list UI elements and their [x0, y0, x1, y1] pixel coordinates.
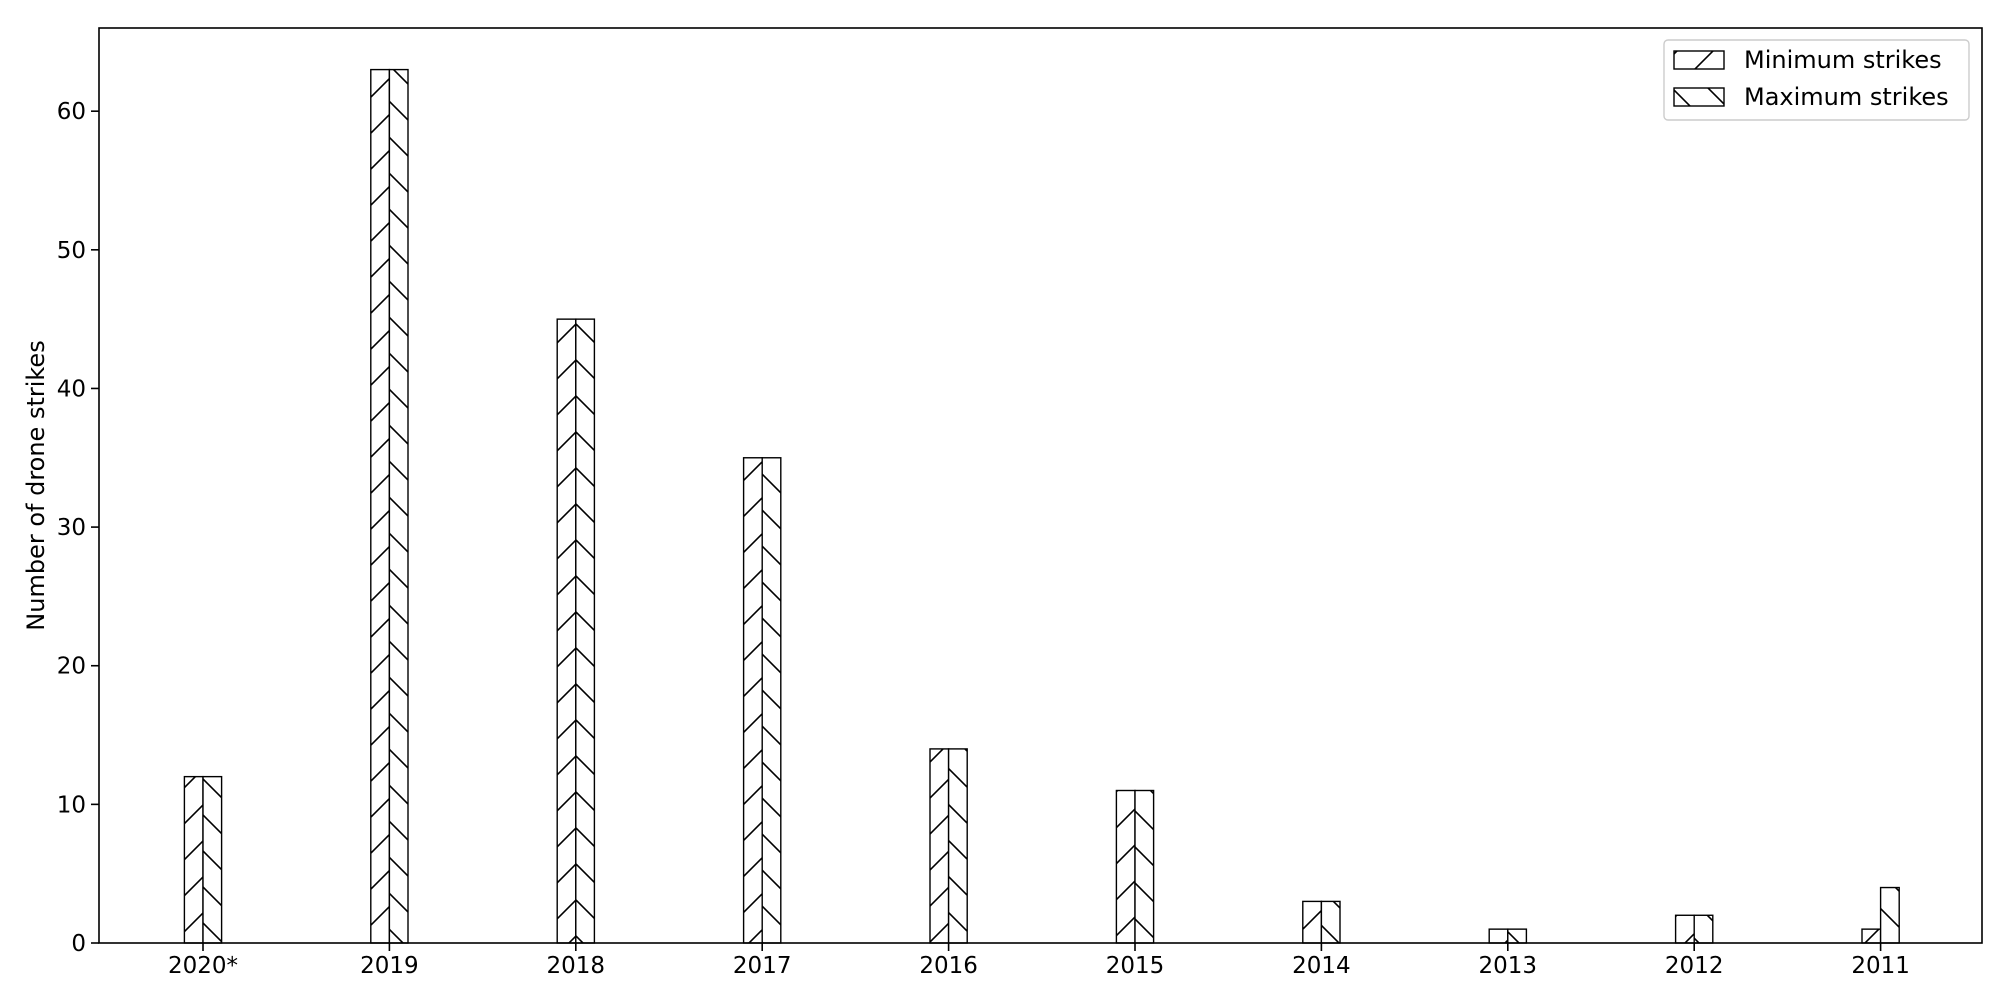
x-tick-label: 2019: [360, 953, 419, 979]
y-tick-label: 50: [57, 238, 86, 264]
x-tick-label: 2012: [1665, 953, 1724, 979]
x-tick-label: 2014: [1292, 953, 1351, 979]
y-axis-label: Number of drone strikes: [22, 340, 50, 630]
bar-maximum-2012: [1693, 914, 1714, 944]
y-tick-label: 60: [57, 99, 86, 125]
bar-maximum-2019: [388, 68, 409, 944]
y-tick-label: 0: [71, 931, 86, 957]
bar-maximum-2020: [202, 775, 223, 944]
y-tick-label: 40: [57, 376, 86, 402]
x-tick-label: 2013: [1479, 953, 1538, 979]
bar-minimum-2017: [742, 457, 763, 944]
bar-minimum-2016: [929, 748, 950, 944]
bar-minimum-2011: [1861, 928, 1882, 944]
bar-minimum-2013: [1488, 928, 1509, 944]
bar-maximum-2011: [1879, 886, 1900, 944]
y-tick-label: 30: [57, 515, 86, 541]
y-tick-label: 20: [57, 654, 86, 680]
bar-maximum-2018: [575, 318, 596, 944]
plot-frame: [98, 27, 1983, 944]
x-tick-label: 2020*: [168, 953, 238, 979]
x-tick-label: 2018: [547, 953, 606, 979]
x-tick-label: 2017: [733, 953, 792, 979]
legend-label-minimum: Minimum strikes: [1744, 46, 1942, 74]
y-tick-label: 10: [57, 792, 86, 818]
bar-minimum-2019: [370, 68, 391, 944]
x-tick-label: 2015: [1106, 953, 1165, 979]
bar-maximum-2017: [761, 457, 782, 944]
bar-minimum-2018: [556, 318, 577, 944]
legend-swatch-minimum: [1673, 50, 1725, 70]
bar-minimum-2020: [183, 775, 204, 944]
x-tick-label: 2011: [1851, 953, 1910, 979]
y-axis: 0 10 20 30 40 50 60: [57, 99, 99, 957]
legend: Minimum strikes Maximum strikes: [1663, 39, 1970, 121]
bar-maximum-2013: [1507, 928, 1528, 944]
x-tick-label: 2016: [919, 953, 978, 979]
bar-minimum-2012: [1674, 914, 1695, 944]
bar-minimum-2014: [1302, 900, 1323, 944]
legend-frame: [1663, 39, 1970, 121]
plot-background: [99, 28, 1982, 943]
bar-maximum-2015: [1134, 789, 1155, 944]
bar-maximum-2014: [1320, 900, 1341, 944]
x-axis: 2020* 2019 2018 2017 2016 2015 2014 2013 2012 201…: [168, 943, 1910, 979]
legend-swatch-maximum: [1673, 87, 1725, 107]
bar-minimum-2015: [1115, 789, 1136, 944]
bar-maximum-2016: [947, 748, 968, 944]
legend-label-maximum: Maximum strikes: [1744, 83, 1949, 111]
